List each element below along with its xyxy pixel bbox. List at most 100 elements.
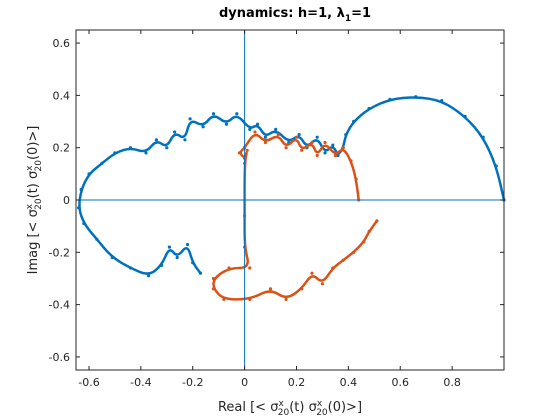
y-tick-label: -0.4 [49, 299, 70, 312]
series-2-point [310, 271, 314, 275]
series-2-point [284, 297, 288, 301]
series-2-point [352, 250, 356, 254]
x-axis-ticks: -0.6 -0.4 -0.2 0 0.2 0.4 0.6 0.8 [78, 30, 461, 389]
series-1-point [224, 122, 228, 126]
series-2-point [310, 140, 314, 145]
series-1-point [165, 146, 169, 150]
chart-title: dynamics: h=1, λ1=1 [219, 6, 371, 24]
series-1-point [77, 206, 81, 210]
series-1-point [167, 245, 171, 249]
series-1-point [113, 151, 117, 155]
series-1-point [235, 112, 239, 116]
series-1-point [100, 161, 104, 165]
series-1-point [201, 125, 205, 129]
x-tick-label: 0.4 [340, 376, 358, 389]
series-2-point [227, 266, 231, 270]
series-1-point [79, 187, 83, 192]
series-1-point [331, 143, 335, 147]
y-tick-label: 0.2 [53, 142, 71, 155]
series-1-point [494, 164, 498, 168]
series-2-point [237, 151, 241, 155]
y-tick-label: -0.2 [49, 246, 70, 259]
series-2-point [354, 177, 358, 181]
series-2-point [315, 153, 319, 158]
series-1-point [315, 135, 319, 139]
series-2-point [367, 229, 371, 233]
series-1-point [191, 261, 195, 265]
series-2-point [333, 153, 337, 158]
y-tick-label: 0.6 [53, 37, 71, 50]
series-2-point [248, 297, 252, 301]
series-2-point [331, 266, 335, 270]
series-1-point [274, 127, 278, 131]
series-1-point [414, 95, 418, 99]
series-2-point [362, 240, 366, 244]
series-2-point [323, 140, 327, 145]
series-2-point [276, 133, 280, 137]
series-2-point [294, 135, 299, 139]
series-2-point [245, 148, 249, 152]
series-1-point [160, 263, 164, 267]
series-2-point [300, 287, 304, 291]
x-tick-label: 0.8 [443, 376, 461, 389]
x-tick-label: 0 [241, 376, 248, 389]
series-2-point [349, 159, 353, 163]
series-1-point [440, 99, 444, 103]
series-1-point [198, 271, 203, 275]
series-1-point [144, 151, 148, 155]
series-1-point [110, 255, 114, 260]
series-1-point [336, 153, 340, 158]
series-2-point [222, 297, 226, 301]
series-1-point [344, 133, 348, 137]
series-line-1 [78, 96, 506, 275]
series-1-point [256, 122, 260, 126]
series-2-point [263, 140, 267, 145]
series-2-point [300, 148, 304, 152]
series-1-point [183, 138, 187, 142]
series-1-point [82, 221, 86, 226]
x-tick-label: -0.2 [182, 376, 203, 389]
series-2-point [320, 282, 324, 286]
y-tick-label: -0.6 [49, 351, 70, 364]
x-tick-label: -0.4 [130, 376, 151, 389]
series-2-point [248, 266, 252, 270]
series-1-point [323, 151, 327, 155]
series-1-point [147, 274, 151, 278]
series-2-point [211, 287, 216, 291]
series-1-point [297, 133, 301, 137]
series-1-point [128, 146, 133, 150]
series-2-point [341, 146, 345, 150]
series-1-point [173, 130, 177, 134]
series-1-point [95, 237, 99, 241]
series-1-point [128, 266, 133, 270]
series-1-point [211, 112, 216, 116]
series-2-point [375, 219, 379, 223]
series-2-point [284, 146, 288, 150]
series-1-point [388, 97, 392, 101]
series-1-point [463, 114, 467, 118]
series-1-point [248, 127, 252, 131]
x-axis-label: Real [< σx 20(t) σx 20(0)>] [218, 399, 362, 418]
series-1-point [263, 135, 267, 139]
series-1-point [175, 255, 179, 260]
series-2-point [253, 130, 257, 134]
series-1-point [367, 106, 371, 111]
series-1-point [87, 172, 91, 176]
x-tick-label: 0.6 [391, 376, 409, 389]
series-1-point [185, 242, 190, 247]
series-2-point [341, 258, 345, 262]
x-tick-label: -0.6 [78, 376, 99, 389]
series-1-point [481, 135, 485, 139]
series-2-point [268, 287, 273, 291]
series-1-point [154, 138, 158, 142]
series-2-point [211, 276, 216, 281]
x-tick-label: 0.2 [288, 376, 306, 389]
y-axis-ticks: -0.6 -0.4 -0.2 0 0.2 0.4 0.6 [49, 37, 504, 364]
series-1-point [188, 117, 192, 121]
y-tick-label: 0 [63, 194, 70, 207]
y-axis-label: Imag [< σx20(t) σx20(0)>] [25, 126, 44, 275]
y-tick-label: 0.4 [53, 89, 71, 102]
series-1-point [352, 119, 356, 124]
